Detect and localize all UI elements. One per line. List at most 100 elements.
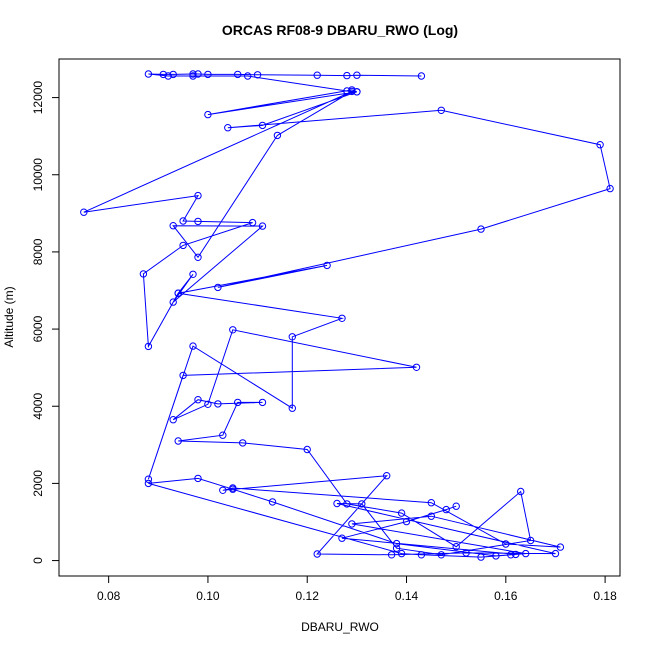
data-point [174,437,182,445]
data-point [164,72,172,80]
data-point [169,70,177,79]
x-tick-label: 0.10 [196,589,220,603]
data-point [239,439,247,447]
data-point [507,551,515,559]
data-point [313,550,321,558]
data-point [189,342,197,350]
data-point [412,363,421,371]
data-point [214,400,222,408]
data-point [273,131,282,140]
data-point [477,225,485,233]
data-point [229,485,237,493]
data-point [179,371,187,380]
data-point [343,500,351,508]
data-point [194,474,202,483]
y-axis: 0 2000 4000 6000 8000 10000 12000 [31,81,60,564]
data-point [397,509,406,517]
data-point [248,218,257,227]
data-point [169,416,177,424]
data-point [258,398,267,407]
data-point [452,543,460,551]
data-point [303,445,311,454]
data-point [194,70,202,78]
x-tick-label: 0.16 [494,589,518,603]
data-point [427,512,435,520]
data-point [402,517,411,526]
data-point [169,298,177,306]
data-point [144,70,153,78]
data-point [288,333,296,341]
data-point [333,499,341,508]
data-point [323,261,331,270]
data-point [189,270,197,278]
data-point [258,121,267,130]
data-point [343,71,351,80]
data-point [169,222,177,230]
data-point [174,289,182,297]
data-point [219,486,227,494]
data-point [159,70,168,79]
series-layer [80,70,614,561]
data-point [244,72,252,80]
data-point [144,475,153,483]
data-point [387,551,396,559]
data-point [392,539,401,548]
data-point [348,87,356,96]
data-point [219,431,227,439]
data-point [502,540,510,548]
data-point [338,534,346,542]
data-point [517,487,525,496]
data-point [477,553,485,561]
data-point [288,404,296,412]
data-point [551,549,560,558]
y-tick-label: 0 [31,557,45,564]
data-point [383,472,391,480]
data-point [194,396,202,404]
data-point [204,70,212,79]
data-point [189,70,197,78]
data-point [437,551,445,559]
data-point [179,217,187,225]
x-tick-label: 0.18 [593,589,617,603]
data-point [234,70,242,79]
data-point [462,549,470,557]
data-point [258,222,267,230]
data-point [80,208,88,216]
x-axis: 0.08 0.10 0.12 0.14 0.16 0.18 [97,575,617,603]
data-point [253,71,262,79]
data-point [189,72,197,80]
data-point [234,398,242,407]
data-point [392,544,401,552]
data-point [338,314,346,322]
data-point [204,110,212,119]
y-tick-label: 8000 [31,238,45,265]
data-point [596,141,604,149]
data-point [512,550,520,559]
series-line [83,73,611,558]
data-point [139,270,148,278]
data-point [417,72,426,80]
data-point [353,88,361,96]
x-tick-label: 0.08 [97,589,121,603]
data-point [194,253,202,261]
y-axis-label: Altitude (m) [2,286,16,347]
data-point [427,499,435,507]
y-tick-label: 2000 [31,470,45,497]
x-axis-label: DBARU_RWO [301,620,379,634]
data-point [268,498,277,506]
y-tick-label: 10000 [31,158,45,192]
data-point [144,342,153,351]
x-tick-label: 0.12 [296,589,320,603]
data-point [194,191,202,200]
data-point [214,283,222,292]
data-point [492,552,500,560]
x-tick-label: 0.14 [395,589,419,603]
data-point [442,505,450,514]
data-point [522,549,530,558]
data-point [358,500,366,508]
y-tick-label: 12000 [31,81,45,115]
data-point [417,551,426,559]
data-point [313,71,321,79]
data-point [606,184,614,193]
